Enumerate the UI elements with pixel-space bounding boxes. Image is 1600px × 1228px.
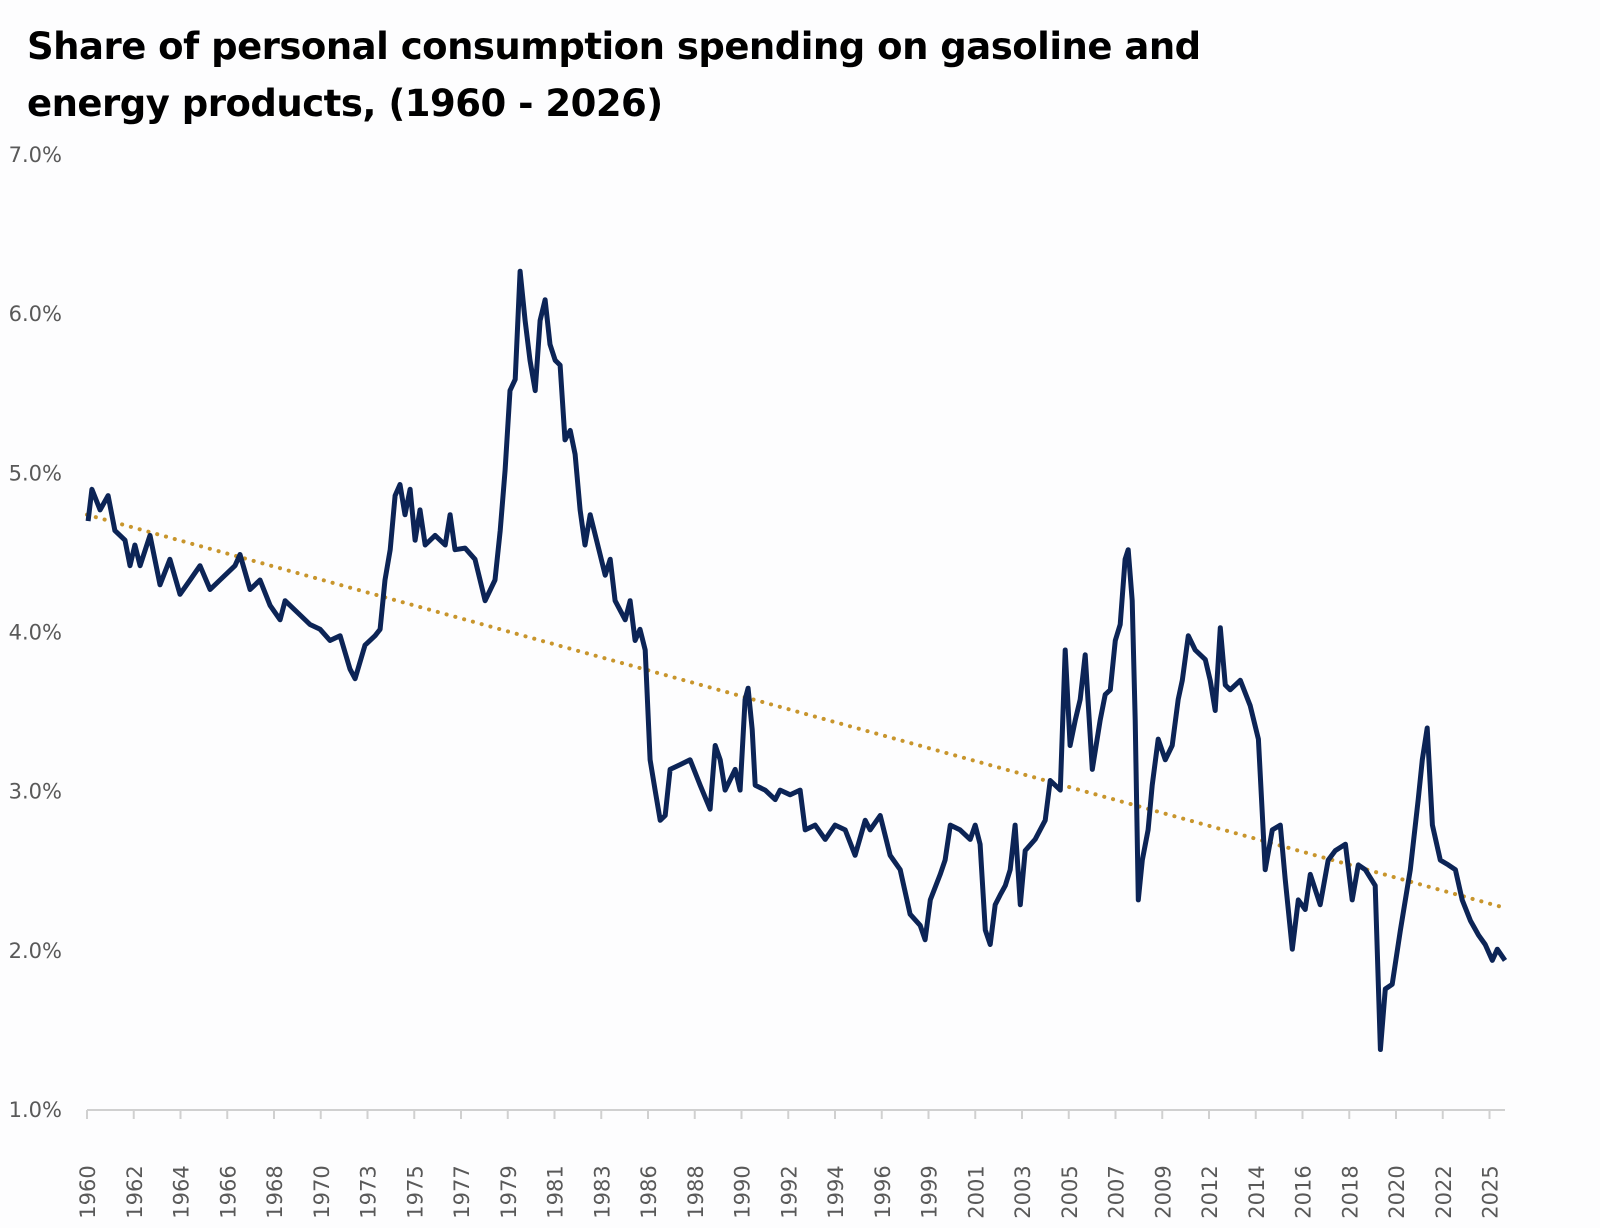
y-axis: 1.0% 2.0% 3.0% 4.0% 5.0% 6.0% 7.0%	[9, 143, 62, 1122]
x-tick-label: 2012	[1198, 1165, 1222, 1218]
x-tick-label: 2007	[1105, 1165, 1129, 1218]
plot-area	[85, 268, 1508, 1052]
chart-title: Share of personal consumption spending o…	[27, 25, 1201, 125]
x-tick-label: 1990	[731, 1165, 755, 1218]
y-tick-label: 4.0%	[9, 621, 62, 645]
x-tick-label: 1988	[684, 1165, 708, 1218]
x-tick-label: 1979	[497, 1165, 521, 1218]
x-tick-label: 2016	[1292, 1165, 1316, 1218]
x-tick-label: 1992	[777, 1165, 801, 1218]
series-line	[85, 268, 1508, 1052]
x-tick-label: 2025	[1479, 1165, 1503, 1218]
x-tick-label: 1968	[263, 1165, 287, 1218]
x-tick-label: 2014	[1245, 1165, 1269, 1218]
x-tick-label: 1986	[637, 1165, 661, 1218]
x-tick-label: 2009	[1151, 1165, 1175, 1218]
y-tick-label: 1.0%	[9, 1098, 62, 1122]
y-tick-label: 5.0%	[9, 461, 62, 485]
x-tick-label: 1960	[76, 1165, 100, 1218]
trend-line	[85, 512, 1507, 910]
x-tick-label: 1983	[590, 1165, 614, 1218]
x-tick-label: 1964	[170, 1165, 194, 1218]
x-tick-label: 2020	[1385, 1165, 1409, 1218]
x-tick-label: 1999	[918, 1165, 942, 1218]
x-tick-label: 1975	[403, 1165, 427, 1218]
x-tick-label: 2003	[1011, 1165, 1035, 1218]
x-tick-label: 1977	[450, 1165, 474, 1218]
x-tick-label: 2018	[1338, 1165, 1362, 1218]
x-tick-label: 1996	[871, 1165, 895, 1218]
x-tick-label: 1981	[544, 1165, 568, 1218]
x-tick-label: 1994	[824, 1165, 848, 1218]
x-tick-label: 1973	[357, 1165, 381, 1218]
x-tick-label: 1962	[123, 1165, 147, 1218]
x-tick-label: 1966	[216, 1165, 240, 1218]
y-tick-label: 3.0%	[9, 780, 62, 804]
x-tick-label: 2022	[1432, 1165, 1456, 1218]
y-tick-label: 6.0%	[9, 302, 62, 326]
x-tick-label: 2001	[964, 1165, 988, 1218]
x-tick-label: 2005	[1058, 1165, 1082, 1218]
y-tick-label: 2.0%	[9, 939, 62, 963]
x-axis: 1960 1962 1964 1966 1968 1970 1973 1975 1977 1979…	[76, 1109, 1505, 1219]
y-tick-label: 7.0%	[9, 143, 62, 167]
x-tick-label: 1970	[310, 1165, 334, 1218]
